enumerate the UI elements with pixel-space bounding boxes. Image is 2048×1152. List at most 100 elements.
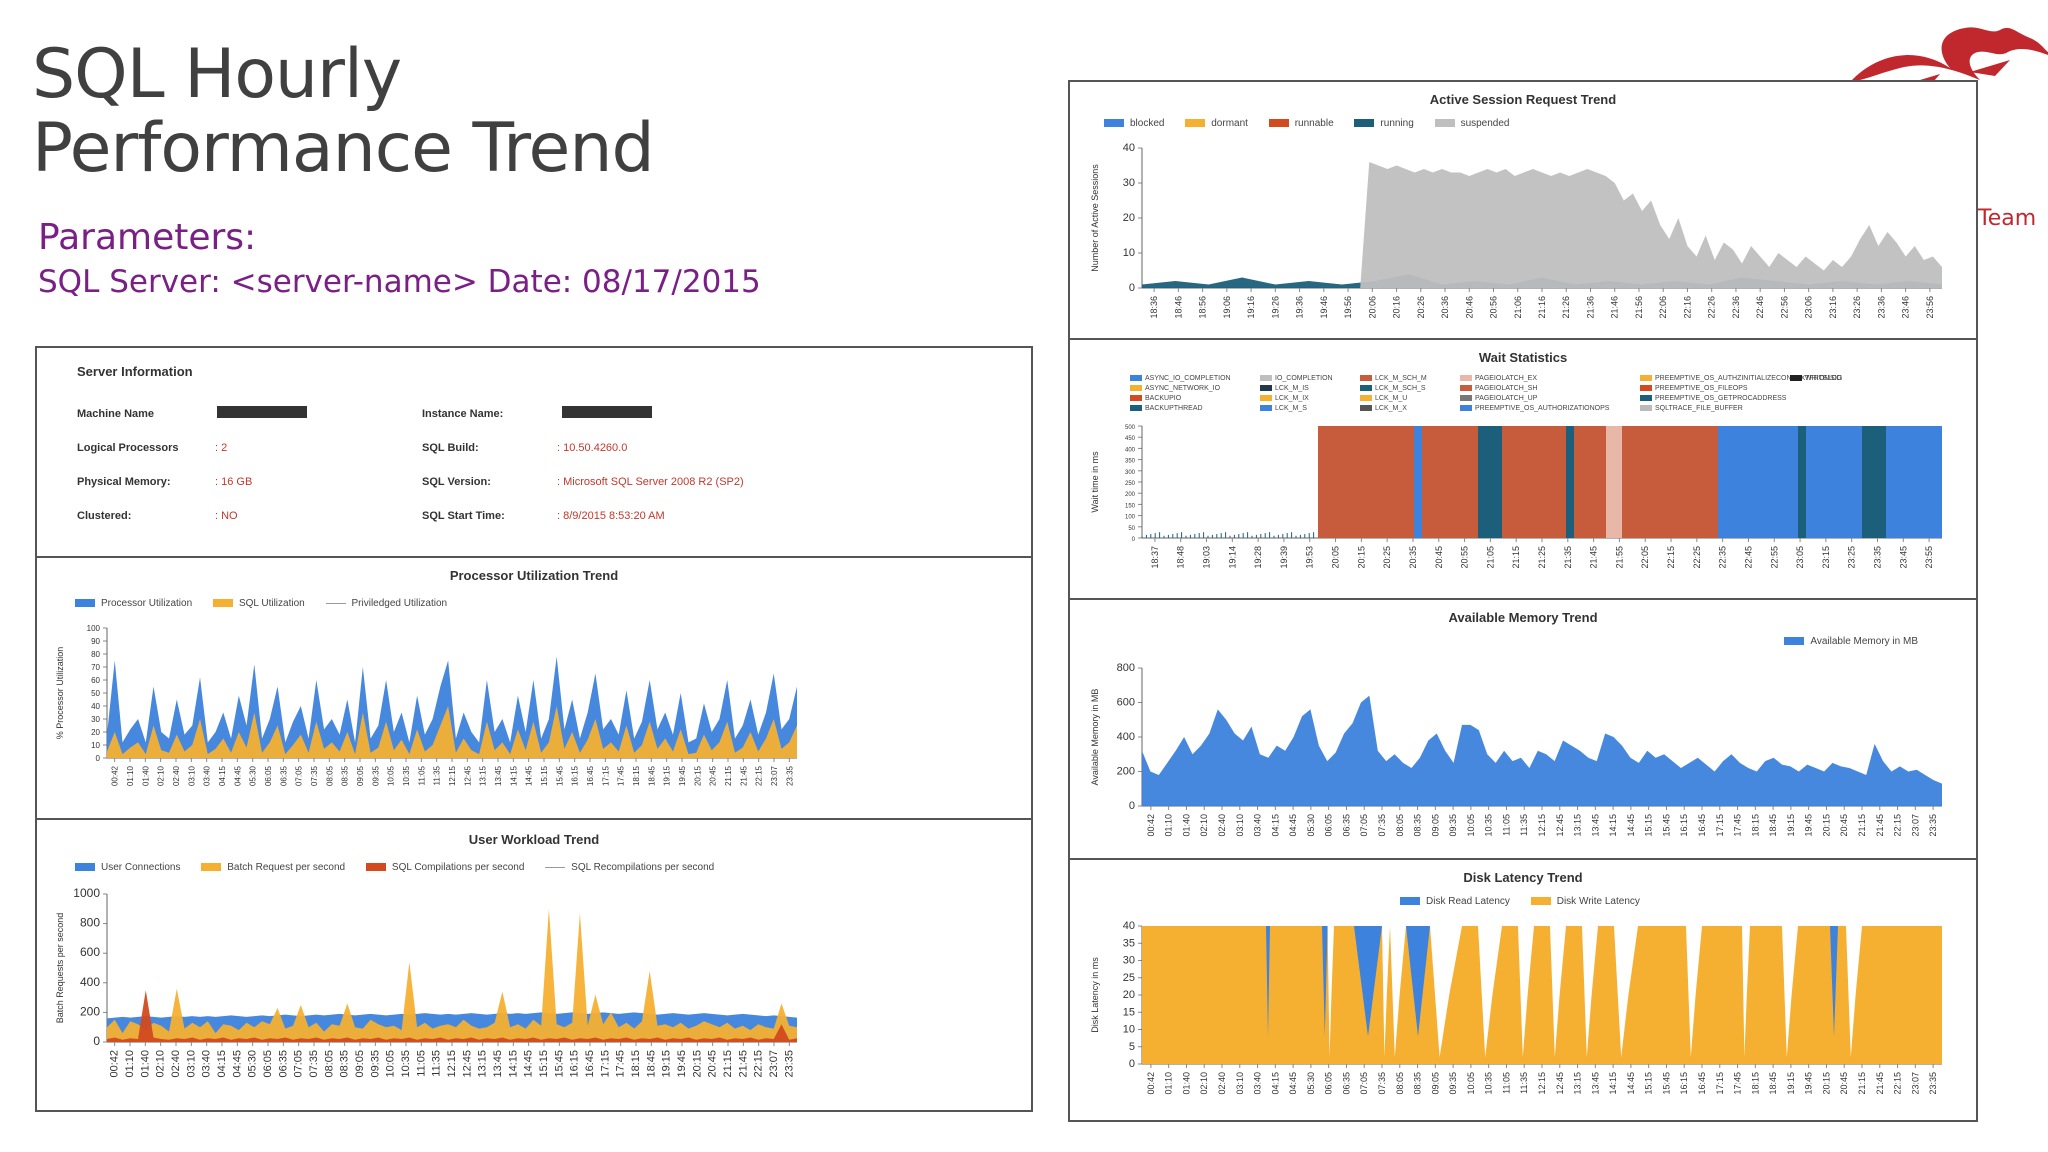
sessions-chart: 0 10 20 30 40 Number of Active Sessions 18:36 1…: [1090, 142, 1942, 319]
x-tick-label: 22:06: [1658, 296, 1668, 319]
x-tick-label: 20:45: [707, 1050, 719, 1078]
y-tick-label: 20: [1123, 989, 1135, 1001]
x-tick-label: 20:55: [1460, 546, 1470, 569]
sql-start-time-value: : 8/9/2015 8:53:20 AM: [557, 510, 665, 522]
wait-band: [1422, 426, 1478, 538]
latency-gap: [1686, 926, 1702, 1058]
y-tick-label: 80: [91, 650, 100, 659]
x-tick-label: 07:35: [308, 1050, 320, 1078]
x-tick-label: 10:05: [387, 765, 396, 786]
y-tick-label: 15: [1123, 1006, 1135, 1018]
x-tick-label: 06:35: [279, 765, 288, 786]
x-tick-label: 19:56: [1343, 296, 1353, 319]
y-axis-label: Wait time in ms: [1090, 451, 1100, 513]
x-tick-label: 08:05: [323, 1050, 335, 1078]
x-tick-label: 18:45: [647, 765, 656, 786]
x-tick-label: 23:35: [785, 765, 794, 786]
parameters-text: SQL Server: <server-name> Date: 08/17/20…: [38, 264, 761, 300]
processor-panel: Processor Utilization Trend Processor Ut…: [35, 556, 1033, 820]
x-tick-label: 22:56: [1779, 296, 1789, 319]
x-tick-label: 14:15: [509, 765, 518, 786]
y-tick-label: 90: [91, 637, 100, 646]
machine-name-label: Machine Name: [77, 408, 155, 420]
x-tick-label: 03:10: [187, 765, 196, 786]
x-tick-label: 02:40: [170, 1050, 182, 1078]
x-tick-label: 17:45: [615, 1050, 627, 1078]
x-tick-label: 11:05: [1501, 814, 1511, 836]
legend-item: Processor Utilization: [75, 598, 192, 609]
x-tick-label: 00:42: [111, 765, 120, 786]
x-tick-label: 22:46: [1755, 296, 1765, 319]
x-tick-label: 23:36: [1876, 296, 1886, 319]
x-tick-label: 17:15: [1715, 1072, 1725, 1095]
legend-item: blocked: [1104, 118, 1164, 129]
x-tick-label: 03:40: [201, 1050, 213, 1078]
logical-processors-value: : 2: [215, 442, 228, 454]
x-tick-label: 22:55: [1769, 546, 1779, 569]
instance-name-redacted: [562, 406, 652, 418]
latency-gap: [1550, 926, 1566, 1058]
x-tick-label: 21:45: [737, 1050, 749, 1078]
sql-build-value: : 10.50.4260.0: [557, 442, 628, 454]
x-tick-label: 03:10: [1235, 1072, 1245, 1095]
latency-gap: [1782, 926, 1798, 1058]
x-tick-label: 08:35: [339, 1050, 351, 1078]
disk-chart-title: Disk Latency Trend: [1463, 870, 1583, 885]
series-area-disk-write-latency: [1142, 926, 1942, 1064]
x-tick-label: 15:45: [553, 1050, 565, 1078]
x-tick-label: 16:15: [1679, 1072, 1689, 1095]
x-tick-label: 09:05: [354, 1050, 366, 1078]
wait-band: [1414, 426, 1422, 538]
x-tick-label: 05:30: [249, 765, 258, 786]
x-tick-label: 20:45: [1839, 814, 1849, 837]
x-tick-label: 12:15: [446, 1050, 458, 1078]
x-tick-label: 01:10: [124, 1050, 136, 1078]
disk-panel: Disk Latency Trend Disk Read Latency Dis…: [1068, 858, 1978, 1122]
x-tick-label: 19:36: [1295, 296, 1305, 319]
series-area-disk-read-latency: [1322, 926, 1328, 1037]
series-area-disk-read-latency: [1406, 926, 1430, 1037]
x-tick-label: 01:40: [1181, 1072, 1191, 1095]
x-tick-label: 22:05: [1640, 546, 1650, 569]
x-tick-label: 08:05: [325, 765, 334, 786]
legend-item: WRITELOG: [1790, 375, 1842, 382]
x-tick-label: 21:15: [1511, 546, 1521, 569]
x-tick-label: 21:45: [1875, 1072, 1885, 1095]
legend-item: SQL Compilations per second: [365, 862, 524, 873]
series-area-sql-utilization: [107, 706, 797, 758]
x-tick-label: 19:45: [678, 765, 687, 786]
clustered-value: : NO: [215, 510, 238, 522]
x-tick-label: 22:15: [1893, 1072, 1903, 1095]
x-tick-label: 21:05: [1485, 546, 1495, 569]
y-tick-label: 0: [93, 1034, 100, 1048]
x-tick-label: 19:46: [1319, 296, 1329, 319]
x-tick-label: 02:10: [157, 765, 166, 786]
x-tick-label: 04:45: [1288, 814, 1298, 837]
x-tick-label: 00:42: [1146, 1072, 1156, 1095]
legend-item: User Connections: [75, 862, 180, 873]
legend-item: LCK_M_S: [1260, 405, 1307, 412]
y-tick-label: 0: [1129, 1058, 1135, 1070]
series-area-available-memory-in-mb: [1142, 695, 1942, 806]
x-tick-label: 17:15: [599, 1050, 611, 1078]
x-tick-label: 23:35: [1872, 546, 1882, 569]
series-area-disk-read-latency: [1354, 926, 1382, 1037]
sql-start-time-label: SQL Start Time:: [422, 510, 505, 522]
x-tick-label: 13:45: [1590, 814, 1600, 837]
x-tick-label: 15:15: [1644, 1072, 1654, 1095]
latency-gap: [1518, 926, 1534, 1058]
x-tick-label: 08:05: [1395, 814, 1405, 837]
latency-gap: [1846, 926, 1862, 1058]
x-tick-label: 04:15: [1270, 814, 1280, 837]
x-tick-label: 06:35: [277, 1050, 289, 1078]
wait-band: [1606, 426, 1622, 538]
x-tick-label: 06:05: [264, 765, 273, 786]
x-tick-label: 02:10: [1199, 814, 1209, 837]
x-tick-label: 21:15: [722, 1050, 734, 1078]
x-tick-label: 20:26: [1416, 296, 1426, 319]
x-tick-label: 09:35: [1448, 814, 1458, 837]
x-tick-label: 22:25: [1692, 546, 1702, 569]
x-tick-label: 23:06: [1804, 296, 1814, 319]
x-tick-label: 23:45: [1898, 546, 1908, 569]
legend-item: LCK_M_IS: [1260, 385, 1309, 392]
